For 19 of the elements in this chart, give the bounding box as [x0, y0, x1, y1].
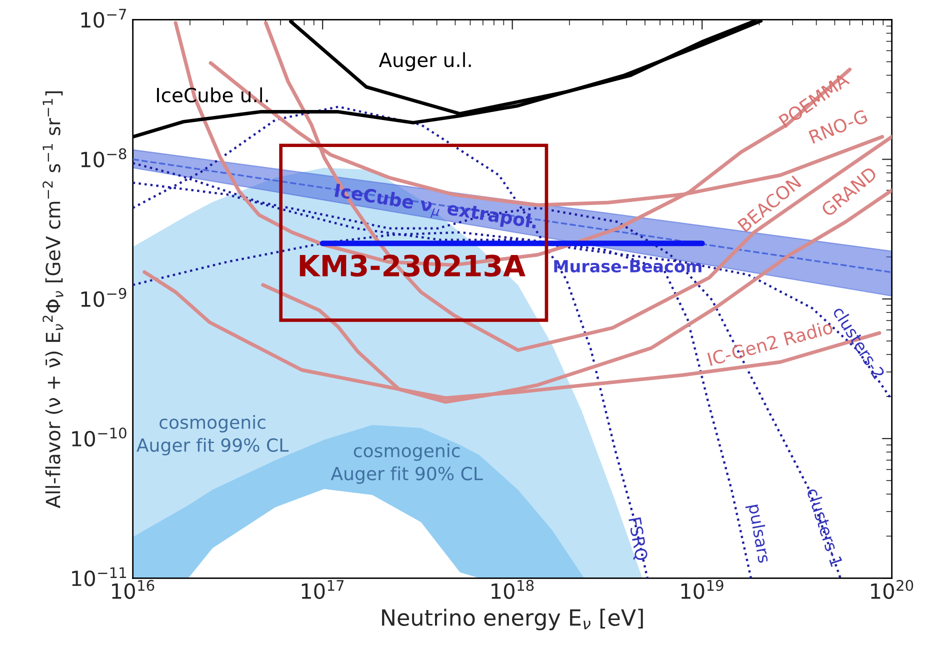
y-tick-label: 10$^{−7}$ [81, 8, 126, 28]
x-tick-label: 10$^{19}$ [681, 580, 724, 599]
series-label: Auger u.l. [378, 52, 471, 72]
y-tick-label: 10$^{−10}$ [72, 428, 126, 447]
y-tick-label: 10$^{−9}$ [81, 288, 126, 307]
series-label: IceCube u.l. [157, 87, 268, 102]
series-label: cosmogenic Auger fit 99% CL [136, 414, 289, 456]
y-tick-label: 10$^{−8}$ [81, 148, 126, 168]
x-tick-label: 10$^{17}$ [302, 580, 344, 600]
x-tick-label: 10$^{20}$ [871, 580, 914, 599]
x-axis-title: Neutrino energy E$_{ν}$ [eV] [382, 608, 643, 630]
text: IceCube ν$_{μ}$ extrapol. [334, 183, 538, 234]
text: FSRQ [626, 517, 648, 562]
text: All-flavor (ν + ν̄) E$_{ν}$$^{2}$Φ$_{ν}$ [GeV cm$^{−2}$ s$^{−1}$ sr$^{−1}$] [42, 91, 64, 508]
series-label: cosmogenic Auger fit 90% CL [330, 443, 483, 484]
text: pulsars [745, 504, 772, 564]
annotation: KM3-230213A [300, 254, 526, 277]
text: IC-Gen2 Radio [707, 320, 834, 366]
x-tick-label: 10$^{18}$ [492, 580, 534, 599]
